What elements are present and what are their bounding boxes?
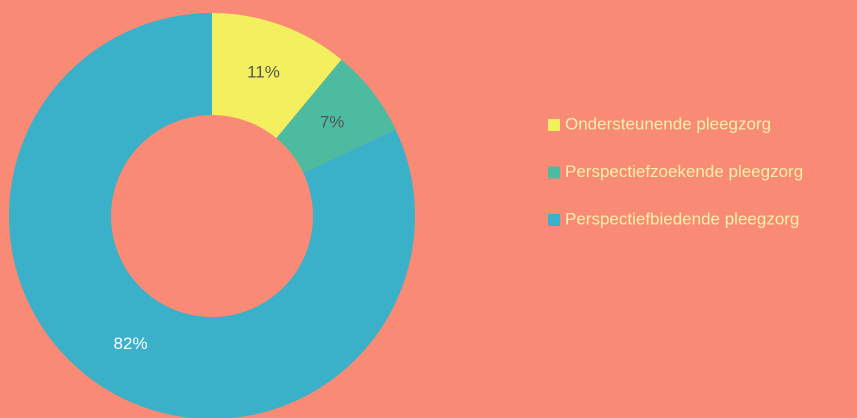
donut-slice <box>9 13 415 418</box>
slice-label: 82% <box>114 334 148 353</box>
slice-label: 11% <box>247 62 280 81</box>
donut-slice <box>212 13 342 139</box>
legend-label: Perspectiefzoekende pleegzorg <box>565 162 803 181</box>
legend-swatch <box>548 166 560 179</box>
legend-label: Perspectiefbiedende pleegzorg <box>565 209 799 228</box>
legend-label: Ondersteunende pleegzorg <box>565 114 771 133</box>
slice-label: 7% <box>320 112 345 131</box>
legend-swatch <box>548 119 560 131</box>
legend-swatch <box>548 214 560 226</box>
donut-slice <box>276 59 396 173</box>
